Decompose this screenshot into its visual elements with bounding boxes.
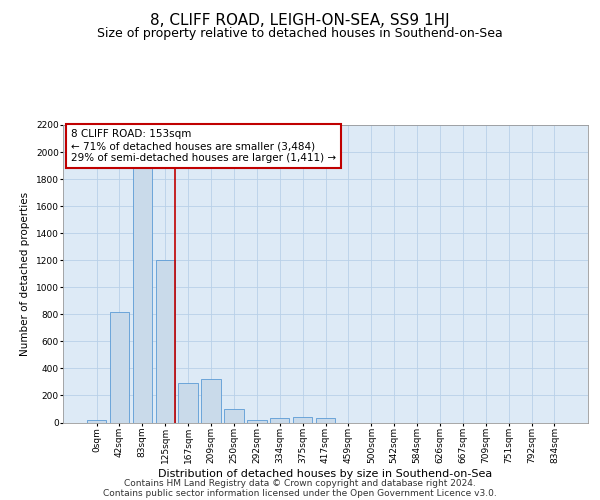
Bar (178, 384, 198, 422)
Text: Contains HM Land Registry data © Crown copyright and database right 2024.: Contains HM Land Registry data © Crown c… (124, 478, 476, 488)
Text: 8 CLIFF ROAD: 153sqm
← 71% of detached houses are smaller (3,484)
29% of semi-de: 8 CLIFF ROAD: 153sqm ← 71% of detached h… (71, 130, 336, 162)
Y-axis label: Number of detached properties: Number of detached properties (20, 192, 30, 356)
Bar (293, 417, 313, 422)
Text: 8, CLIFF ROAD, LEIGH-ON-SEA, SS9 1HJ: 8, CLIFF ROAD, LEIGH-ON-SEA, SS9 1HJ (150, 12, 450, 28)
Bar (110, 312, 129, 422)
Bar (316, 418, 335, 422)
Bar (155, 260, 175, 422)
Bar (224, 409, 244, 422)
Bar (247, 420, 266, 422)
Bar (270, 418, 289, 422)
Text: Contains public sector information licensed under the Open Government Licence v3: Contains public sector information licen… (103, 488, 497, 498)
Text: Size of property relative to detached houses in Southend-on-Sea: Size of property relative to detached ho… (97, 28, 503, 40)
Bar (87, 420, 106, 422)
X-axis label: Distribution of detached houses by size in Southend-on-Sea: Distribution of detached houses by size … (158, 468, 493, 478)
Bar (202, 379, 221, 422)
Bar (133, 166, 152, 422)
